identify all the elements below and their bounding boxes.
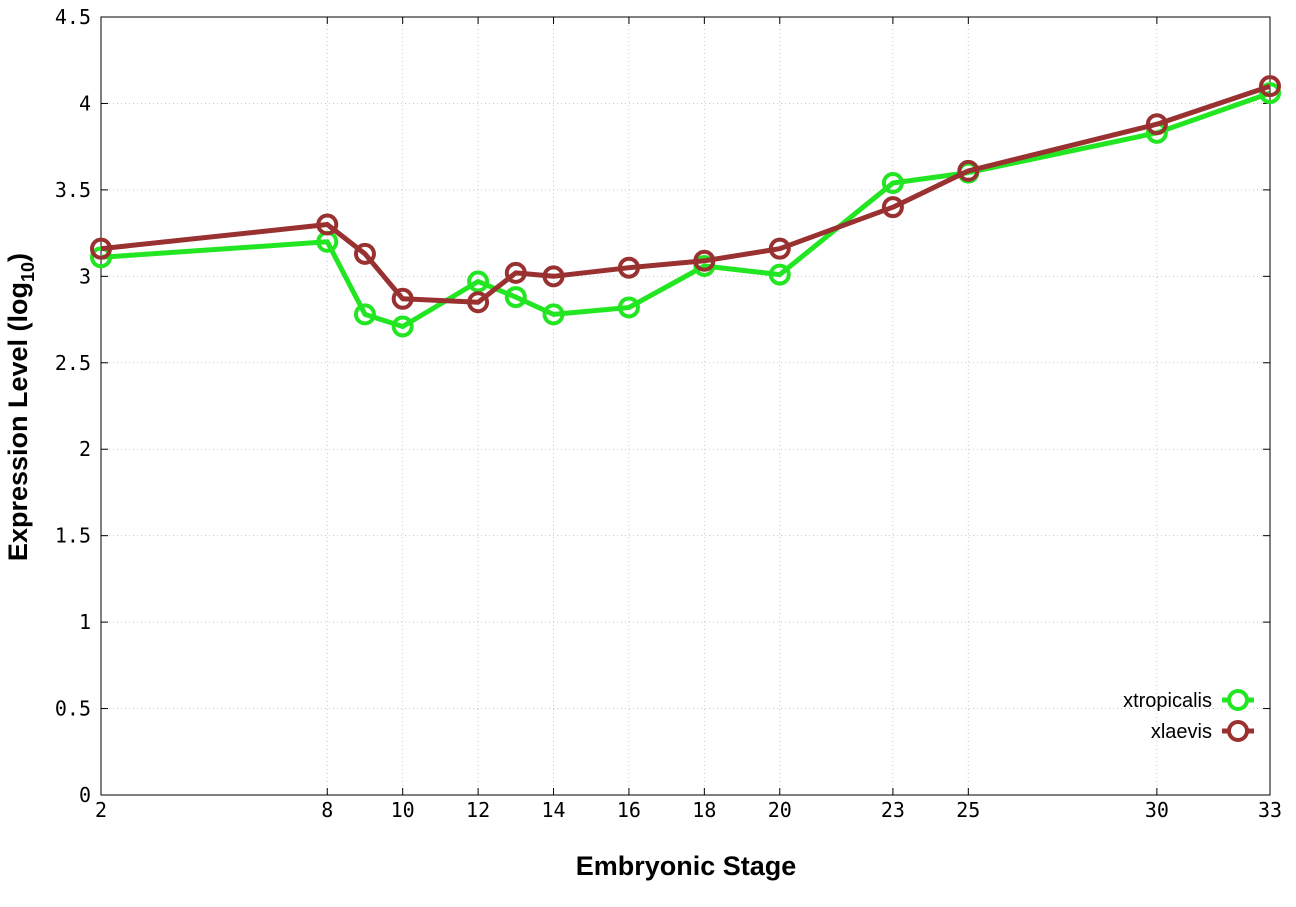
x-tick-label: 16	[617, 798, 641, 822]
axes: 0 0.5 1 1.5 2 2.5 3 3.5 4 4.5 2 8 10 12 14 16 18 20 23 25 30…	[55, 5, 1282, 822]
x-tick-label: 12	[466, 798, 490, 822]
y-tick-label: 0	[79, 783, 91, 807]
series-line-xtropicalis	[100, 90, 1271, 329]
legend-swatch-marker	[1227, 689, 1249, 711]
y-tick-label: 0.5	[55, 697, 91, 721]
data-point-xlaevis	[881, 196, 904, 219]
data-point-xtropicalis	[353, 303, 376, 326]
data-point-xlaevis	[693, 249, 716, 272]
grid	[101, 17, 1270, 795]
data-point-xtropicalis	[1259, 82, 1281, 105]
x-axis-title: Embryonic Stage	[576, 851, 797, 881]
x-tick-label: 25	[956, 798, 980, 822]
legend-label-xlaevis: xlaevis	[1151, 721, 1212, 743]
data-point-xtropicalis	[617, 296, 640, 319]
data-point-xlaevis	[1259, 75, 1281, 98]
data-point-xlaevis	[617, 256, 640, 279]
x-tick-label: 23	[881, 798, 905, 822]
y-axis-title-close: )	[3, 253, 33, 262]
data-point-xlaevis	[1145, 113, 1168, 136]
legend-swatch-marker	[1227, 720, 1249, 742]
y-tick-label: 2	[79, 437, 91, 461]
data-point-xlaevis	[353, 242, 376, 265]
data-point-xlaevis	[391, 287, 414, 310]
x-tick-label: 33	[1258, 798, 1282, 822]
x-tick-label: 2	[95, 798, 107, 822]
data-point-xtropicalis	[467, 270, 490, 293]
series-line-xlaevis	[100, 83, 1271, 305]
data-point-xlaevis	[504, 261, 527, 284]
plot-frame	[100, 16, 1271, 796]
legend-label-xtropicalis: xtropicalis	[1123, 690, 1212, 712]
y-axis-title-main: Expression Level (log	[3, 282, 33, 561]
series-layer	[90, 75, 1281, 338]
x-tick-label: 18	[692, 798, 716, 822]
y-axis-title: Expression Level (log10)	[3, 253, 38, 561]
data-point-xlaevis	[542, 265, 565, 288]
y-tick-label: 2.5	[55, 351, 91, 375]
y-tick-label: 4	[79, 91, 91, 115]
data-point-xtropicalis	[542, 303, 565, 326]
data-point-xtropicalis	[768, 263, 791, 286]
y-tick-label: 1	[79, 610, 91, 634]
x-tick-label: 10	[391, 798, 415, 822]
data-point-xtropicalis	[504, 286, 527, 309]
y-tick-label: 1.5	[55, 524, 91, 548]
x-tick-label: 8	[321, 798, 333, 822]
data-point-xlaevis	[467, 291, 490, 314]
y-tick-label: 4.5	[55, 5, 91, 29]
data-point-xlaevis	[316, 213, 339, 236]
x-tick-label: 30	[1145, 798, 1169, 822]
y-axis-title-subscript: 10	[18, 262, 38, 282]
data-point-xlaevis	[957, 159, 980, 182]
data-point-xlaevis	[90, 237, 112, 260]
x-tick-label: 20	[768, 798, 792, 822]
legend: xtropicalis xlaevis	[1123, 689, 1254, 743]
data-point-xtropicalis	[881, 171, 904, 194]
y-tick-label: 3.5	[55, 178, 91, 202]
x-tick-label: 14	[541, 798, 565, 822]
data-point-xlaevis	[768, 237, 791, 260]
y-tick-label: 3	[79, 264, 91, 288]
data-point-xtropicalis	[391, 315, 414, 338]
